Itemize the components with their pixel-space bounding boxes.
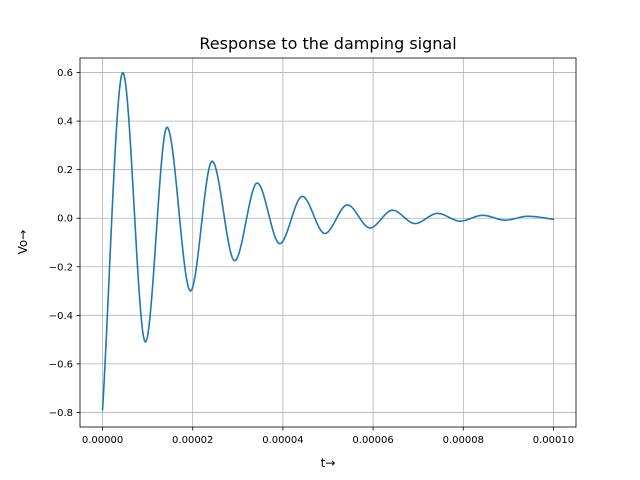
y-tick-label: 0.0: [57, 214, 73, 225]
axes: [79, 57, 577, 428]
series-layer: [101, 71, 555, 411]
y-axis-ticks: −0.8 −0.6 −0.4 −0.2 0.0 0.2 0.4 0.6: [49, 68, 80, 419]
x-tick-label: 0.00010: [533, 435, 574, 446]
y-axis-label: Vo→: [16, 230, 30, 255]
y-tick-label: 0.2: [57, 165, 73, 176]
y-tick-label: −0.8: [49, 408, 73, 419]
x-tick-label: 0.00006: [352, 435, 393, 446]
x-tick-label: 0.00000: [82, 435, 123, 446]
grid: [80, 58, 576, 427]
y-tick-label: −0.2: [49, 262, 73, 273]
y-tick-label: −0.6: [49, 359, 73, 370]
series-line-0: [101, 71, 555, 411]
plot-frame: [79, 57, 577, 428]
chart-title: Response to the damping signal: [199, 34, 456, 53]
y-tick-label: 0.6: [57, 68, 73, 79]
y-tick-label: 0.4: [57, 117, 73, 128]
x-axis-label: t→: [321, 456, 336, 470]
x-tick-label: 0.00008: [443, 435, 484, 446]
x-tick-label: 0.00002: [172, 435, 213, 446]
x-axis-ticks: 0.00000 0.00002 0.00004 0.00006 0.00008 0.000…: [82, 427, 574, 446]
x-tick-label: 0.00004: [262, 435, 303, 446]
y-tick-label: −0.4: [49, 311, 73, 322]
